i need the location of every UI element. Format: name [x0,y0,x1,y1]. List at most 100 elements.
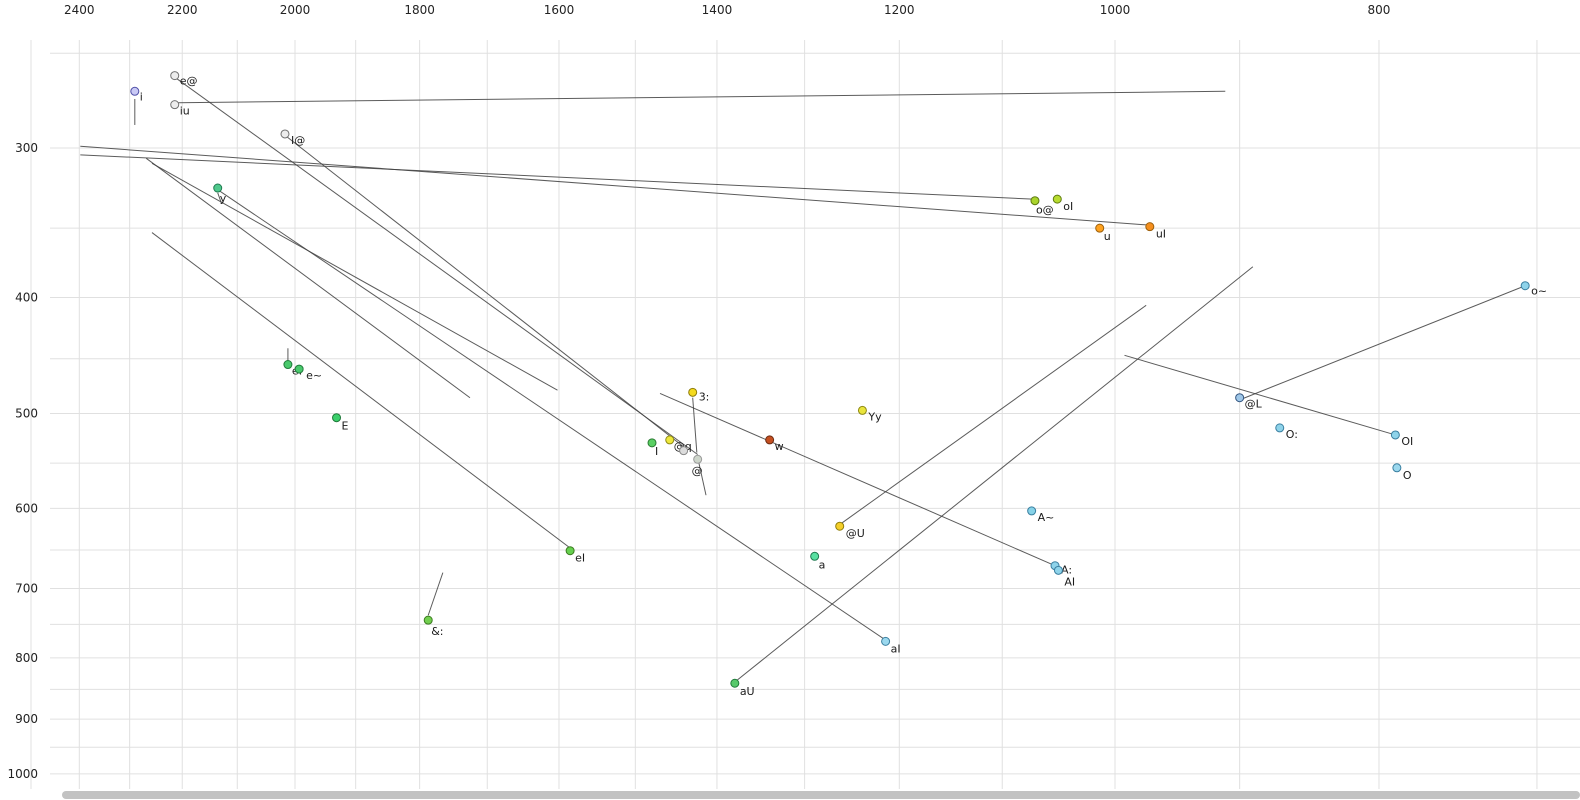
vowel-label-I: I@ [291,134,305,147]
vowel-label-O: O: [1286,428,1298,441]
y-tick-label: 400 [15,291,38,305]
vowel-label-U: @U [846,527,865,540]
trajectory-line [692,397,698,453]
vowel-label-OI: OI [1401,435,1413,448]
vowel-label-o: o@ [1036,204,1054,217]
vowel-label-eI: eI [575,552,585,565]
trajectory-line [145,157,471,399]
vowel-label-Yy: Yy [867,410,882,423]
x-tick-label: 1200 [884,3,915,17]
trajectory-line [427,572,444,616]
vowel-point-o [1030,196,1040,206]
vowel-point-Yy [857,405,867,415]
y-tick-label: 700 [15,581,38,595]
trajectory-line [734,266,1254,683]
vowel-point-w [765,435,775,445]
vowel-label-o: o~ [1531,285,1547,298]
trajectory-line [659,392,1056,567]
vowel-label-I: I [655,445,658,458]
vowel-label-e: e~ [306,369,322,382]
vowel-label-AI: AI [1064,575,1075,588]
vowel-label-uI: uI [1156,228,1166,241]
trajectory-line [177,90,1226,104]
vowel-point-aU [730,678,740,688]
vowel-point-A [1027,506,1037,516]
x-tick-label: 1600 [544,3,575,17]
vowel-label-i: i [140,90,143,103]
vowel-point-unlabeled [423,615,433,625]
trajectory-line [698,461,707,496]
vowel-point-aI [881,636,891,646]
vowel-point-uI [1145,222,1155,232]
vowel-label-a: a [819,558,826,571]
vowel-label-A: A~ [1038,511,1055,524]
vowel-point-i [130,86,140,96]
vowel-point-a [810,551,820,561]
vowel-point-q [665,435,675,445]
vowel-label-e: e@ [180,75,198,88]
vowel-point-unlabeled [679,446,689,456]
x-tick-label: 800 [1368,3,1391,17]
vowel-point-e [283,360,293,370]
trajectory-line [1239,285,1526,401]
vowel-point-O [1275,423,1285,433]
trajectory-line [80,154,1033,200]
vowel-point-I [647,438,657,448]
y-tick-label: 1000 [7,767,38,781]
vowel-label-unlabeled: &: [431,625,443,638]
vowel-point-L [1235,393,1245,403]
vowel-label-oI: oI [1063,200,1073,213]
vowel-point-o [1520,281,1530,291]
vowel-point-eI [565,546,575,556]
vowel-point-O [1392,463,1402,473]
vowel-point-unlabeled [693,454,703,464]
trajectory-line [80,145,1150,226]
y-tick-label: 600 [15,501,38,515]
trajectory-line [217,192,223,204]
vowel-point-E [332,413,342,423]
vowel-label-aI: aI [891,642,901,655]
vowel-label-3: 3: [699,390,710,403]
vowel-point-OI [1390,430,1400,440]
vowel-label-E: E [342,420,349,433]
vowel-label-iu: iu [180,105,190,118]
vowel-point-U [835,521,845,531]
x-tick-label: 2200 [167,3,198,17]
vowel-label-unlabeled: @ [692,464,703,477]
y-tick-label: 800 [15,651,38,665]
vowel-label-w: w [775,440,784,453]
vowel-point-e [170,71,180,81]
y-tick-label: 900 [15,712,38,726]
vowel-point-AI [1053,565,1063,575]
trajectory-line [1124,354,1396,436]
x-tick-label: 2400 [64,3,95,17]
x-tick-label: 1000 [1100,3,1131,17]
vowel-label-y: y [220,192,227,205]
vowel-point-3 [688,387,698,397]
vowel-label-L: @L [1245,398,1263,411]
trajectory-line [285,135,687,450]
x-tick-label: 1400 [702,3,733,17]
trajectory-line [151,232,572,550]
vowel-label-aU: aU [740,685,755,698]
vowel-point-oI [1052,194,1062,204]
vowel-label-u: u [1104,230,1111,243]
vowel-point-e [294,364,304,374]
trajectory-line [174,77,698,455]
vowel-point-y [213,183,223,193]
horizontal-scrollbar[interactable] [62,791,1580,799]
y-tick-label: 300 [15,141,38,155]
vowel-label-O: O [1403,469,1412,482]
x-tick-label: 1800 [404,3,435,17]
trajectory-line [151,162,558,391]
vowel-point-u [1095,223,1105,233]
trajectory-line [219,190,886,641]
vowel-label-A: A: [1061,564,1072,577]
x-tick-label: 2000 [280,3,311,17]
trajectory-line [839,304,1147,525]
y-tick-label: 500 [15,407,38,421]
vowel-point-iu [170,100,180,110]
vowel-point-I [280,129,290,139]
